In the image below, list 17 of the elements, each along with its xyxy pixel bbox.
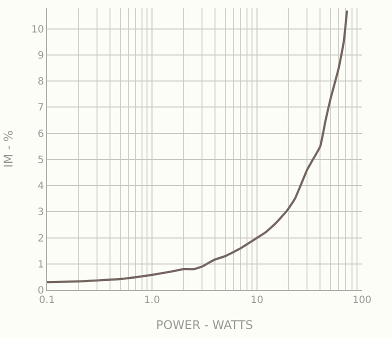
y-tick-label: 2 bbox=[38, 233, 44, 244]
y-tick-label: 4 bbox=[38, 181, 44, 192]
y-tick-label: 10 bbox=[31, 24, 44, 36]
x-tick-label: 100 bbox=[352, 295, 372, 306]
y-tick-label: 5 bbox=[38, 154, 44, 166]
y-tick-label: 3 bbox=[38, 207, 44, 218]
y-tick-label: 6 bbox=[38, 128, 44, 140]
y-tick-label: 1 bbox=[38, 259, 44, 270]
y-tick-label: 8 bbox=[38, 76, 44, 88]
y-tick-label: 9 bbox=[38, 50, 44, 62]
y-tick-label: 0 bbox=[38, 286, 44, 296]
x-tick-label: 10 bbox=[250, 295, 264, 306]
y-axis-title: IM - % bbox=[2, 130, 16, 168]
x-axis-title: POWER - WATTS bbox=[156, 318, 253, 332]
y-tick-label: 7 bbox=[38, 102, 44, 114]
x-tick-label: 0.1 bbox=[39, 295, 55, 306]
x-tick-label: 1.0 bbox=[144, 295, 160, 306]
